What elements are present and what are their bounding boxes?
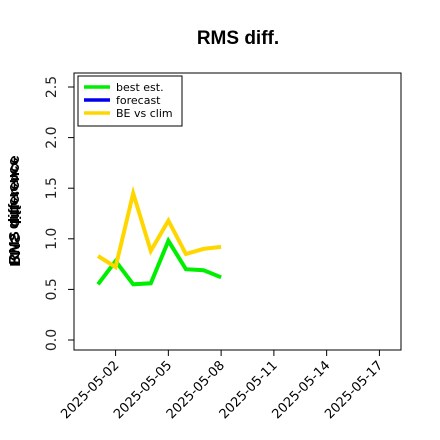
plot-area-frame (73, 72, 402, 351)
legend-label: BE vs clim (116, 107, 173, 120)
y-tick-label: 0.0 (44, 329, 60, 351)
y-axis: 0.0 0.5 1.0 1.5 2.0 2.5 (44, 76, 74, 351)
y-tick-label: 1.0 (44, 228, 60, 250)
series-line-2 (96, 185, 222, 271)
series-line-0 (96, 236, 222, 287)
y-tick-label: 2.5 (44, 76, 60, 98)
legend-label: forecast (116, 94, 161, 107)
x-axis: 2025-05-022025-05-052025-05-082025-05-11… (58, 350, 386, 422)
series-lines (96, 185, 222, 287)
y-axis-label-mirrored: RMS difference (6, 157, 23, 266)
y-tick-label: 2.0 (44, 126, 60, 148)
y-axis-label: RMS difference (6, 155, 23, 264)
y-tick-label: 1.5 (44, 177, 60, 199)
y-tick-label: 0.5 (44, 278, 60, 300)
chart-title: RMS diff. (197, 28, 279, 49)
legend-label: best est. (116, 81, 164, 94)
